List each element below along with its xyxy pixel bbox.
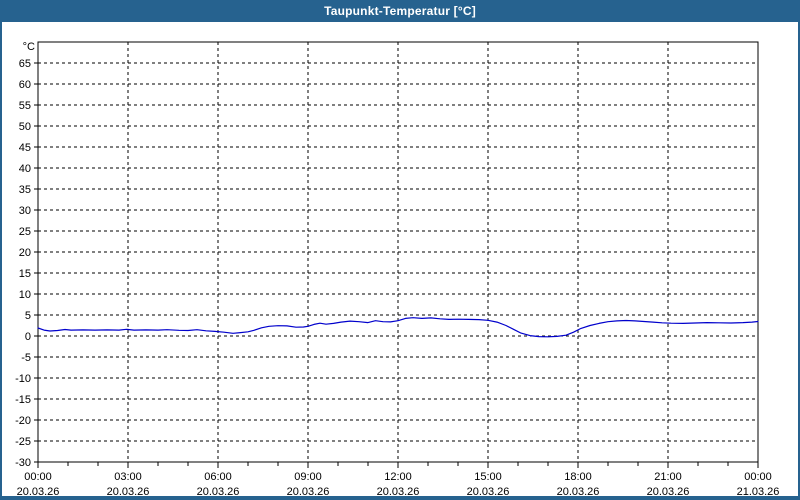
y-tick-label: -15 — [15, 394, 31, 406]
y-tick-label: 25 — [19, 226, 31, 238]
y-tick-label: 15 — [19, 268, 31, 280]
y-tick-label: 40 — [19, 163, 31, 175]
x-tick-time-label: 06:00 — [204, 471, 232, 483]
x-tick-time-label: 18:00 — [564, 471, 592, 483]
x-tick-date-label: 20.03.26 — [197, 486, 240, 496]
y-tick-label: -10 — [15, 373, 31, 385]
x-tick-date-label: 20.03.26 — [107, 486, 150, 496]
y-tick-label: -25 — [15, 436, 31, 448]
x-tick-date-label: 21.03.26 — [737, 486, 780, 496]
x-tick-date-label: 20.03.26 — [467, 486, 510, 496]
chart-svg: -30 -25 -20 -15 -10 -5 0 5 10 15 20 25 30 35 40 45 50 55 6… — [15, 41, 780, 498]
chart-content: -30 -25 -20 -15 -10 -5 0 5 10 15 20 25 30 35 40 45 50 55 6… — [2, 22, 798, 498]
x-tick-time-label: 15:00 — [474, 471, 502, 483]
y-tick-label: 30 — [19, 205, 31, 217]
x-tick-date-label: 20.03.26 — [17, 486, 60, 496]
y-tick-label: 10 — [19, 289, 31, 301]
y-axis-labels: -30 -25 -20 -15 -10 -5 0 5 10 15 20 25 30 35 40 45 50 55 6… — [15, 41, 35, 469]
y-tick-label: 60 — [19, 79, 31, 91]
x-tick-time-label: 00:00 — [744, 471, 772, 483]
x-tick-time-label: 12:00 — [384, 471, 412, 483]
x-tick-date-label: 20.03.26 — [287, 486, 330, 496]
window-title: Taupunkt-Temperatur [°C] — [324, 4, 476, 18]
y-tick-label: 35 — [19, 184, 31, 196]
x-tick-date-label: 20.03.26 — [557, 486, 600, 496]
y-axis-unit-label: °C — [23, 41, 35, 53]
series-line — [37, 317, 759, 338]
x-tick-time-label: 09:00 — [294, 471, 322, 483]
grid-layer — [38, 42, 758, 462]
x-tick-time-label: 21:00 — [654, 471, 682, 483]
y-tick-label: -20 — [15, 415, 31, 427]
y-tick-label: 0 — [25, 331, 31, 343]
y-tick-label: -5 — [21, 352, 31, 364]
y-tick-label: 45 — [19, 142, 31, 154]
x-tick-date-label: 20.03.26 — [647, 486, 690, 496]
series-layer — [37, 317, 759, 338]
x-tick-time-label: 03:00 — [114, 471, 142, 483]
y-tick-label: 20 — [19, 247, 31, 259]
y-tick-label: 5 — [25, 310, 31, 322]
title-bar: Taupunkt-Temperatur [°C] — [0, 0, 800, 22]
y-tick-label: -30 — [15, 457, 31, 469]
y-tick-label: 50 — [19, 121, 31, 133]
x-tick-time-label: 00:00 — [24, 471, 52, 483]
y-tick-label: 55 — [19, 100, 31, 112]
y-tick-label: 65 — [19, 58, 31, 70]
plot-border — [37, 41, 759, 463]
x-axis-labels: 00:00 20.03.26 03:00 20.03.26 06:00 20.03.26 0… — [17, 471, 780, 498]
x-tick-date-label: 20.03.26 — [377, 486, 420, 496]
axis-layer — [34, 41, 759, 468]
